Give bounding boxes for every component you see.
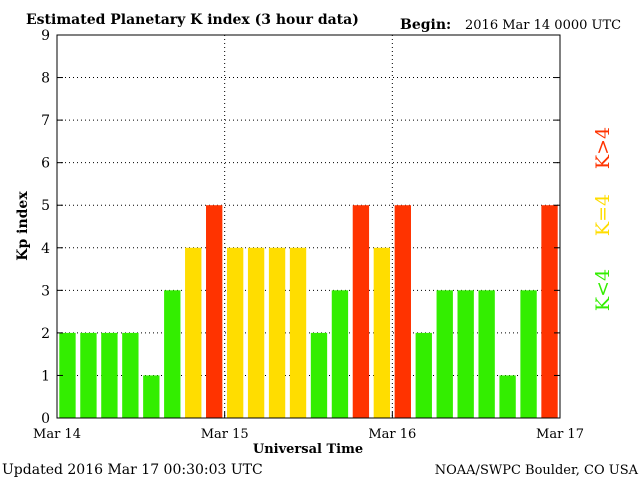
legend-item: K>4 xyxy=(592,127,614,169)
kp-bar xyxy=(289,247,307,418)
kp-bar xyxy=(59,332,76,418)
x-tick-label: Mar 16 xyxy=(368,427,416,442)
kp-bar xyxy=(436,290,453,418)
y-axis-label: Kp index xyxy=(15,191,31,261)
kp-bar xyxy=(226,247,244,418)
kp-bar xyxy=(310,332,328,418)
y-tick-label: 2 xyxy=(41,326,50,342)
kp-bar xyxy=(122,332,139,418)
kp-bar xyxy=(247,247,265,418)
kp-bar xyxy=(541,205,558,418)
kp-bar xyxy=(457,290,474,418)
begin-label: Begin: xyxy=(400,17,451,33)
x-tick-label: Mar 14 xyxy=(33,427,81,442)
begin-value: 2016 Mar 14 0000 UTC xyxy=(465,18,621,33)
source-text: NOAA/SWPC Boulder, CO USA xyxy=(435,463,639,478)
y-tick-label: 3 xyxy=(41,283,50,299)
kp-bar xyxy=(101,332,118,418)
legend-item: K<4 xyxy=(592,269,614,311)
kp-bar xyxy=(185,247,202,418)
kp-bar xyxy=(520,290,537,418)
kp-bar xyxy=(394,205,411,418)
legend: K>4 K=4 K<4 xyxy=(592,127,614,311)
kp-bar xyxy=(373,247,391,418)
y-tick-label: 4 xyxy=(41,241,50,257)
kp-bar xyxy=(499,375,516,418)
kp-bar xyxy=(206,205,223,418)
plot-frame xyxy=(56,34,561,419)
kp-bar xyxy=(352,205,370,418)
y-ticks: 0 1 2 3 4 5 6 7 8 9 xyxy=(41,28,560,427)
y-tick-label: 7 xyxy=(41,113,50,129)
kp-bar xyxy=(164,290,181,418)
x-tick-label: Mar 15 xyxy=(201,427,249,442)
x-axis-label: Universal Time xyxy=(253,442,363,457)
y-tick-label: 5 xyxy=(41,198,50,214)
kp-bar xyxy=(478,290,495,418)
y-tick-label: 1 xyxy=(41,368,50,384)
legend-item: K=4 xyxy=(592,194,614,236)
kp-bar xyxy=(143,375,160,418)
y-tick-label: 0 xyxy=(41,411,50,427)
kp-bar xyxy=(415,332,432,418)
y-tick-label: 9 xyxy=(41,28,50,44)
chart-title: Estimated Planetary K index (3 hour data… xyxy=(26,12,359,28)
bars xyxy=(59,205,558,418)
y-tick-label: 6 xyxy=(41,156,50,172)
kp-bar xyxy=(331,290,349,418)
updated-text: Updated 2016 Mar 17 00:30:03 UTC xyxy=(2,462,263,478)
kp-bar xyxy=(80,332,97,418)
x-tick-label: Mar 17 xyxy=(536,427,584,442)
y-tick-label: 8 xyxy=(41,71,50,87)
x-ticks: Mar 14 Mar 15 Mar 16 Mar 17 xyxy=(33,412,584,442)
kp-bar xyxy=(268,247,286,418)
